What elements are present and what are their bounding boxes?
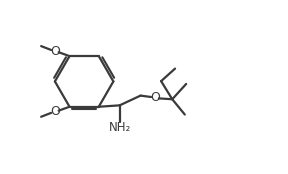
Text: O: O [50, 45, 60, 58]
Text: O: O [150, 91, 160, 104]
Text: NH₂: NH₂ [109, 121, 131, 134]
Text: O: O [50, 105, 60, 118]
